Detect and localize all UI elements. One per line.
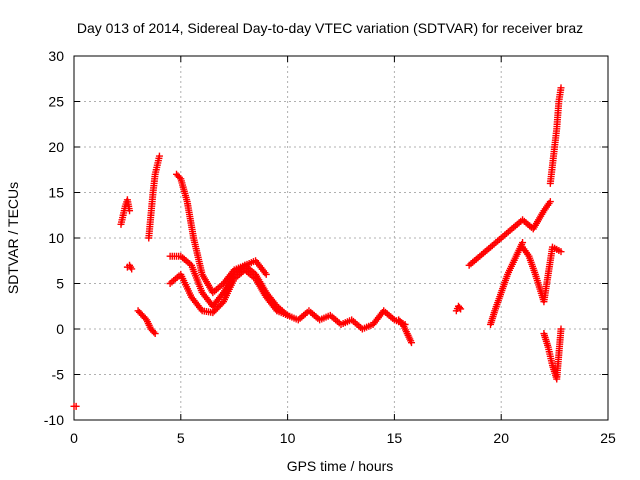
x-tick-label: 0: [70, 430, 78, 446]
series-midday-cluster: [273, 307, 409, 333]
x-tick-label: 5: [177, 430, 185, 446]
data-point: [407, 339, 415, 347]
data-point: [557, 248, 565, 256]
series-afternoon-tail: [395, 316, 415, 347]
data-point: [128, 265, 136, 273]
data-point: [72, 402, 80, 410]
x-tick-label: 25: [600, 430, 616, 446]
x-tick-label: 10: [280, 430, 296, 446]
data-point: [150, 328, 158, 336]
x-tick-label: 20: [493, 430, 509, 446]
series-late-mid: [519, 243, 565, 306]
series-late-upper: [465, 198, 554, 269]
data-point: [210, 307, 218, 315]
grid: [74, 56, 608, 420]
series-band-lower: [166, 266, 281, 317]
y-axis: -10 -5 0 5 10 15 20 25 30: [44, 48, 608, 428]
series-late-spike: [546, 84, 565, 187]
y-tick-label: -5: [52, 367, 65, 383]
y-tick-label: 25: [48, 94, 64, 110]
y-tick-label: 5: [56, 276, 64, 292]
y-tick-label: 30: [48, 48, 64, 64]
y-tick-label: 10: [48, 230, 64, 246]
data-point: [557, 325, 565, 333]
data-point: [215, 302, 223, 310]
x-axis: 0 5 10 15 20 25: [70, 56, 616, 446]
data-point: [218, 299, 226, 307]
y-tick-label: 15: [48, 185, 64, 201]
data-points: [70, 84, 565, 410]
data-point: [216, 301, 224, 309]
data-point: [175, 173, 183, 181]
y-axis-label: SDTVAR / TECUs: [5, 182, 21, 294]
series-evening-isolated: [452, 302, 465, 315]
data-point: [151, 330, 159, 338]
y-tick-label: -10: [44, 412, 64, 428]
series-late-down: [540, 325, 565, 383]
data-point: [209, 309, 217, 317]
series-early-left: [117, 196, 134, 228]
series-early-spike: [145, 152, 163, 242]
x-axis-label: GPS time / hours: [287, 458, 394, 474]
data-point: [155, 152, 163, 160]
y-tick-label: 20: [48, 139, 64, 155]
series-early-mid-low: [123, 261, 136, 273]
data-point: [457, 305, 465, 313]
x-tick-label: 15: [387, 430, 403, 446]
y-tick-label: 0: [56, 321, 64, 337]
data-point: [126, 207, 134, 215]
series-isolated-start: [70, 402, 80, 410]
data-point: [456, 304, 464, 312]
data-point: [212, 306, 220, 313]
data-point: [557, 84, 565, 92]
data-point: [213, 304, 221, 312]
data-point: [546, 198, 554, 206]
series-early-low: [134, 307, 159, 338]
data-point: [262, 270, 270, 278]
chart-title: Day 013 of 2014, Sidereal Day-to-day VTE…: [77, 20, 583, 36]
